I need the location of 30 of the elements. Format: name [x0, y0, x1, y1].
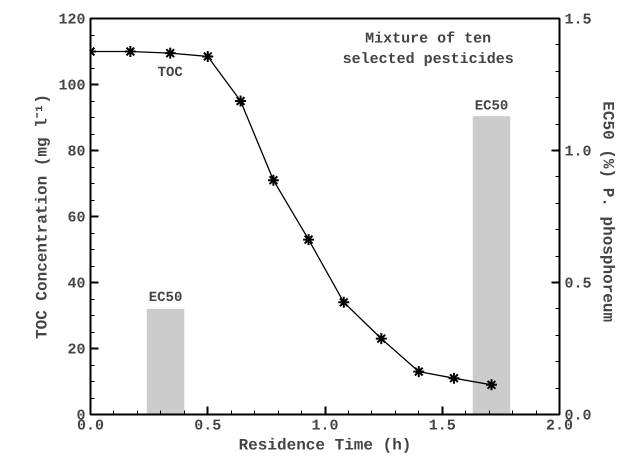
point	[234, 94, 248, 108]
point	[201, 50, 214, 63]
point	[337, 296, 350, 309]
y2-tick-label: 0.5	[564, 276, 592, 292]
y-axis-title: TOC Concentration (mg l⁻¹)	[33, 94, 52, 340]
y2-tick-label: 1.5	[564, 12, 592, 28]
y2-axis-title: EC50 (%) P. phosphoreum	[598, 101, 617, 323]
x-tick-label: 0.5	[194, 418, 222, 434]
x-tick-label: 1.0	[312, 418, 339, 434]
y2-tick-label: 1.0	[564, 144, 592, 160]
point	[266, 174, 280, 187]
series-label: TOC	[158, 65, 184, 82]
y-tick-label: 120	[58, 12, 86, 28]
point	[412, 365, 426, 378]
point	[302, 233, 316, 246]
x-tick-label: 1.5	[428, 418, 456, 434]
annotation: EC50	[474, 98, 508, 114]
text: Mixture of ten selected pesticides	[342, 30, 514, 68]
y-tick-label: 20	[67, 342, 86, 358]
annotation: EC50	[148, 290, 182, 306]
y-tick-label: 60	[67, 210, 86, 226]
y-tick-label: 80	[67, 144, 86, 160]
point	[374, 332, 388, 346]
x-axis-title: Residence Time (h)	[238, 436, 412, 454]
point	[447, 372, 460, 385]
y-tick-label: 100	[58, 78, 86, 94]
point	[124, 45, 137, 58]
point	[484, 378, 498, 392]
point	[164, 46, 177, 60]
y-tick-label: 40	[67, 276, 86, 292]
